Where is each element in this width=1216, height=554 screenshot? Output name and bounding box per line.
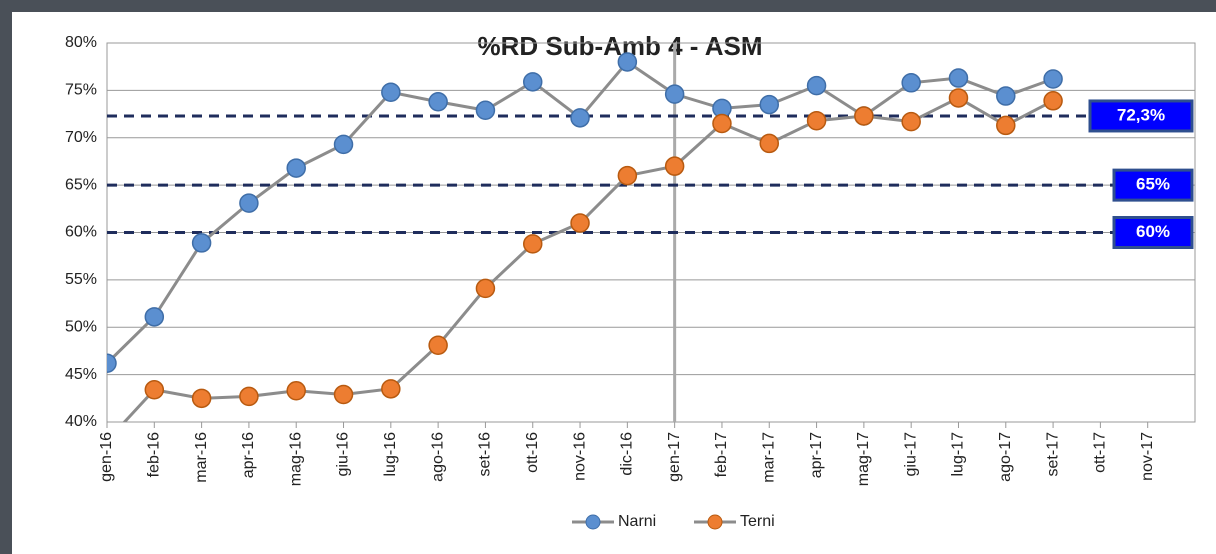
point: [381, 379, 401, 399]
legend-label: Terni: [740, 513, 775, 530]
point: [1043, 91, 1063, 111]
y-tick-label: 65%: [65, 176, 97, 193]
point: [617, 165, 638, 186]
reference-box: [1112, 168, 1194, 202]
reference-label: 60%: [1136, 222, 1170, 241]
point: [522, 72, 543, 92]
point: [428, 335, 448, 356]
x-tick-label: mag-16: [287, 432, 304, 486]
point: [759, 133, 780, 154]
x-tick-label: mar-16: [193, 432, 210, 483]
point: [191, 233, 212, 253]
x-tick-label: ott-16: [524, 432, 541, 473]
x-tick-label: dic-16: [619, 432, 636, 476]
point: [1043, 69, 1063, 89]
point: [759, 94, 780, 115]
point: [475, 100, 496, 121]
point: [901, 73, 921, 93]
x-tick-label: ago-17: [997, 432, 1014, 482]
point: [144, 380, 165, 400]
point: [664, 156, 685, 176]
x-tick-label: giu-17: [902, 432, 919, 477]
point: [854, 106, 874, 126]
x-tick-label: feb-16: [146, 432, 163, 477]
y-tick-label: 55%: [65, 271, 97, 288]
x-tick-label: ago-16: [429, 432, 446, 482]
x-tick-label: nov-17: [1139, 432, 1156, 481]
point: [617, 52, 638, 72]
y-tick-label: 50%: [65, 318, 97, 335]
point: [570, 108, 590, 128]
legend-marker: [585, 514, 601, 530]
point: [996, 115, 1016, 136]
legend-label: Narni: [618, 513, 656, 530]
reference-label: 72,3%: [1117, 105, 1165, 124]
x-tick-label: lug-16: [382, 432, 399, 477]
x-tick-label: set-17: [1044, 432, 1061, 477]
point: [712, 113, 732, 134]
x-tick-label: apr-17: [808, 432, 825, 478]
y-tick-label: 45%: [65, 366, 97, 383]
point: [664, 84, 685, 104]
point: [239, 193, 259, 213]
point: [806, 110, 827, 131]
point: [333, 134, 354, 155]
point: [948, 88, 969, 108]
point: [381, 82, 401, 103]
x-tick-label: set-16: [477, 432, 494, 477]
point: [522, 234, 543, 254]
series-group: [107, 52, 1063, 422]
x-tick-label: ott-17: [1092, 432, 1109, 473]
x-tick-label: mar-17: [760, 432, 777, 483]
point: [475, 278, 496, 299]
point: [996, 86, 1016, 106]
x-tick-label: feb-17: [713, 432, 730, 477]
x-tick-label: apr-16: [240, 432, 257, 478]
x-tick-label: gen-17: [666, 432, 683, 482]
point: [901, 111, 921, 132]
point: [239, 386, 259, 407]
point: [570, 213, 590, 233]
x-tick-label: nov-16: [571, 432, 588, 481]
y-tick-label: 75%: [65, 82, 97, 99]
point: [286, 380, 306, 401]
legend-marker: [707, 514, 723, 530]
reference-label: 65%: [1136, 175, 1170, 194]
point: [144, 307, 165, 327]
panel: [12, 12, 1216, 554]
point: [948, 68, 969, 88]
y-tick-label: 40%: [65, 413, 97, 430]
point: [107, 353, 117, 374]
point: [191, 388, 212, 409]
x-tick-label: mag-17: [855, 432, 872, 486]
x-tick-label: lug-17: [950, 432, 967, 477]
point: [286, 158, 306, 178]
reference-box: [1112, 216, 1194, 249]
y-tick-label: 60%: [65, 224, 97, 241]
point: [806, 75, 827, 96]
point: [428, 91, 448, 112]
reference-box: [1088, 99, 1194, 133]
x-tick-label: gen-16: [98, 432, 115, 482]
x-tick-label: giu-16: [335, 432, 352, 477]
y-tick-label: 70%: [65, 129, 97, 146]
point: [333, 384, 354, 405]
y-tick-label: 80%: [65, 34, 97, 51]
